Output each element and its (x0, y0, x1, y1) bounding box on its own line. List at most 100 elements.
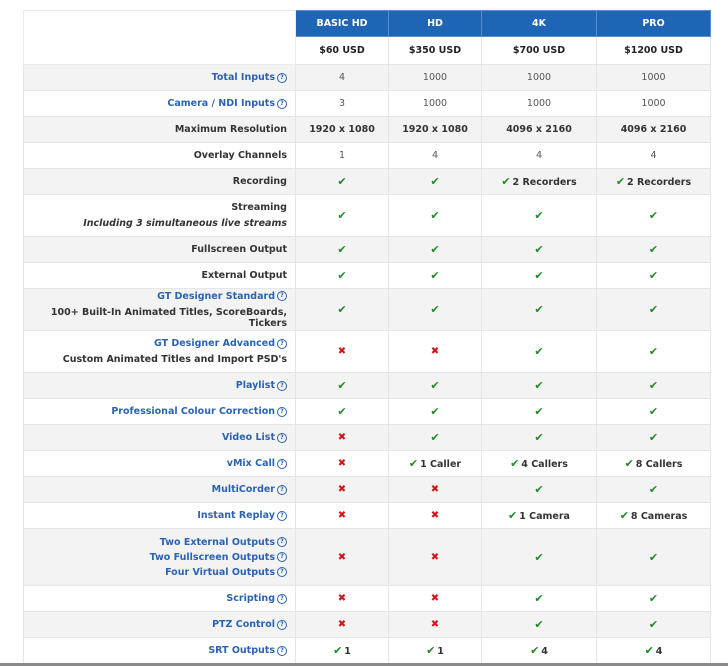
feature-row-video-list: Video List? ✖ ✔ ✔ ✔ (23, 424, 711, 451)
help-icon[interactable]: ? (277, 432, 287, 443)
feature-label-text: Recording (232, 176, 287, 187)
help-icon[interactable]: ? (277, 645, 287, 656)
cross-icon: ✖ (337, 551, 347, 563)
check-icon: ✔ (501, 175, 511, 188)
feature-value-cell: ✔ (295, 372, 389, 399)
cross-icon: ✖ (430, 510, 440, 521)
feature-value-cell: 4 (388, 142, 482, 169)
feature-link[interactable]: Video List? (222, 432, 287, 443)
feature-link[interactable]: Total Inputs? (212, 72, 287, 83)
feature-value-cell: 1000 (596, 64, 711, 91)
feature-link[interactable]: Professional Colour Correction? (111, 406, 287, 417)
feature-link[interactable]: Scripting? (226, 593, 287, 604)
feature-value-cell: 1920 x 1080 (295, 116, 389, 143)
feature-value-cell: ✔ (596, 476, 711, 503)
check-icon: ✔ (534, 379, 544, 392)
check-icon: ✔ (648, 431, 659, 444)
feature-value-cell: ✔ 1 (388, 637, 482, 664)
feature-label-text: SRT Outputs (208, 645, 275, 656)
feature-value-cell: 4 (295, 64, 389, 91)
feature-label: Fullscreen Output (191, 244, 287, 255)
feature-link[interactable]: MultiCorder? (212, 484, 287, 495)
feature-label-cell: Overlay Channels (23, 142, 296, 169)
feature-link[interactable]: Playlist? (236, 380, 287, 391)
feature-value-cell: ✔ (388, 372, 482, 399)
feature-description: Including 3 simultaneous live streams (83, 218, 287, 229)
cross-icon: ✖ (337, 593, 347, 604)
help-icon[interactable]: ? (277, 338, 287, 349)
cross-icon: ✖ (430, 551, 440, 563)
feature-value: 1000 (422, 98, 448, 109)
feature-value-note: 2 Recorders (512, 177, 577, 188)
feature-label-cell: Fullscreen Output (23, 236, 296, 263)
check-icon: ✔ (337, 243, 347, 256)
check-icon: ✔ (648, 618, 659, 631)
feature-label-text: Four Virtual Outputs (165, 566, 275, 578)
help-icon[interactable]: ? (277, 510, 287, 521)
feature-value: 1920 x 1080 (402, 124, 468, 135)
check-icon: ✔ (337, 303, 347, 316)
feature-label-text: Professional Colour Correction (111, 406, 275, 417)
feature-label-text: Fullscreen Output (191, 244, 287, 255)
feature-value-cell: 4 (596, 142, 711, 169)
cross-icon: ✖ (430, 346, 440, 357)
help-icon[interactable]: ? (277, 380, 287, 391)
feature-row-external-output: External Output ✔ ✔ ✔ ✔ (23, 262, 711, 289)
help-icon[interactable]: ? (277, 567, 287, 577)
feature-value-cell: ✔ 1 Camera (481, 502, 597, 529)
plan-price-basic-hd: $60 USD (295, 36, 389, 65)
feature-link[interactable]: GT Designer Standard? (157, 291, 287, 302)
feature-link[interactable]: GT Designer Advanced? (154, 338, 287, 349)
feature-link[interactable]: Camera / NDI Inputs? (167, 98, 287, 109)
feature-link[interactable]: Two External Outputs? (160, 537, 287, 548)
help-icon[interactable]: ? (277, 98, 287, 109)
feature-value-cell: ✔ (388, 168, 482, 195)
help-icon[interactable]: ? (277, 406, 287, 417)
help-icon[interactable]: ? (277, 484, 287, 495)
help-icon[interactable]: ? (277, 537, 287, 547)
feature-value-cell: ✔ 8 Callers (596, 450, 711, 477)
feature-value-cell: ✔ (388, 424, 482, 451)
feature-row-two-external-outputs: Two External Outputs? Two Fullscreen Outp… (23, 528, 711, 586)
help-icon[interactable]: ? (277, 552, 287, 562)
feature-value-cell: ✔ (596, 528, 711, 586)
check-icon: ✔ (534, 592, 544, 605)
feature-value-cell: ✔ 1 Caller (388, 450, 482, 477)
feature-label-text: Streaming (231, 202, 287, 213)
feature-rows: Total Inputs? 4 1000 1000 1000 Camera / NDI I… (23, 64, 711, 664)
help-icon[interactable]: ? (277, 291, 287, 301)
feature-value: 1000 (641, 72, 666, 83)
help-icon[interactable]: ? (277, 72, 287, 83)
feature-link[interactable]: SRT Outputs? (208, 645, 287, 656)
feature-row-professional-colour-correction: Professional Colour Correction? ✔ ✔ ✔ ✔ (23, 398, 711, 425)
check-icon: ✔ (430, 243, 440, 256)
help-icon[interactable]: ? (277, 458, 287, 469)
feature-row-total-inputs: Total Inputs? 4 1000 1000 1000 (23, 64, 711, 91)
feature-label-cell: Scripting? (23, 585, 296, 612)
cross-icon: ✖ (337, 346, 347, 357)
feature-link[interactable]: Two Fullscreen Outputs? (150, 552, 287, 563)
feature-label-text: Two External Outputs (159, 536, 275, 548)
plan-name-4k: 4K (481, 10, 597, 37)
feature-value-cell: 1 (295, 142, 389, 169)
feature-value-cell: ✖ (295, 476, 389, 503)
help-icon[interactable]: ? (277, 619, 287, 630)
feature-value: 4 (338, 72, 346, 83)
feature-value: 4 (535, 150, 543, 161)
feature-link[interactable]: vMix Call? (227, 458, 287, 469)
plan-name-hd: HD (388, 10, 482, 37)
bottom-scroll-edge (0, 663, 728, 666)
cross-icon: ✖ (430, 593, 440, 604)
feature-row-gt-designer-standard: GT Designer Standard? 100+ Built-In Anima… (23, 288, 711, 331)
feature-row-instant-replay: Instant Replay? ✖ ✖ ✔ 1 Camera ✔ 8 Cameras (23, 502, 711, 529)
check-icon: ✔ (534, 405, 544, 418)
help-icon[interactable]: ? (277, 593, 287, 604)
plan-name-basic-hd: BASIC HD (295, 10, 389, 37)
feature-link[interactable]: Four Virtual Outputs? (165, 567, 287, 578)
feature-row-recording: Recording ✔ ✔ ✔ 2 Recorders ✔ 2 Recorders (23, 168, 711, 195)
feature-value-cell: ✔ (596, 236, 711, 263)
feature-link[interactable]: PTZ Control? (212, 619, 287, 630)
feature-value-cell: ✔ (596, 194, 711, 237)
feature-link[interactable]: Instant Replay? (197, 510, 287, 521)
feature-label-text: PTZ Control (212, 619, 275, 630)
